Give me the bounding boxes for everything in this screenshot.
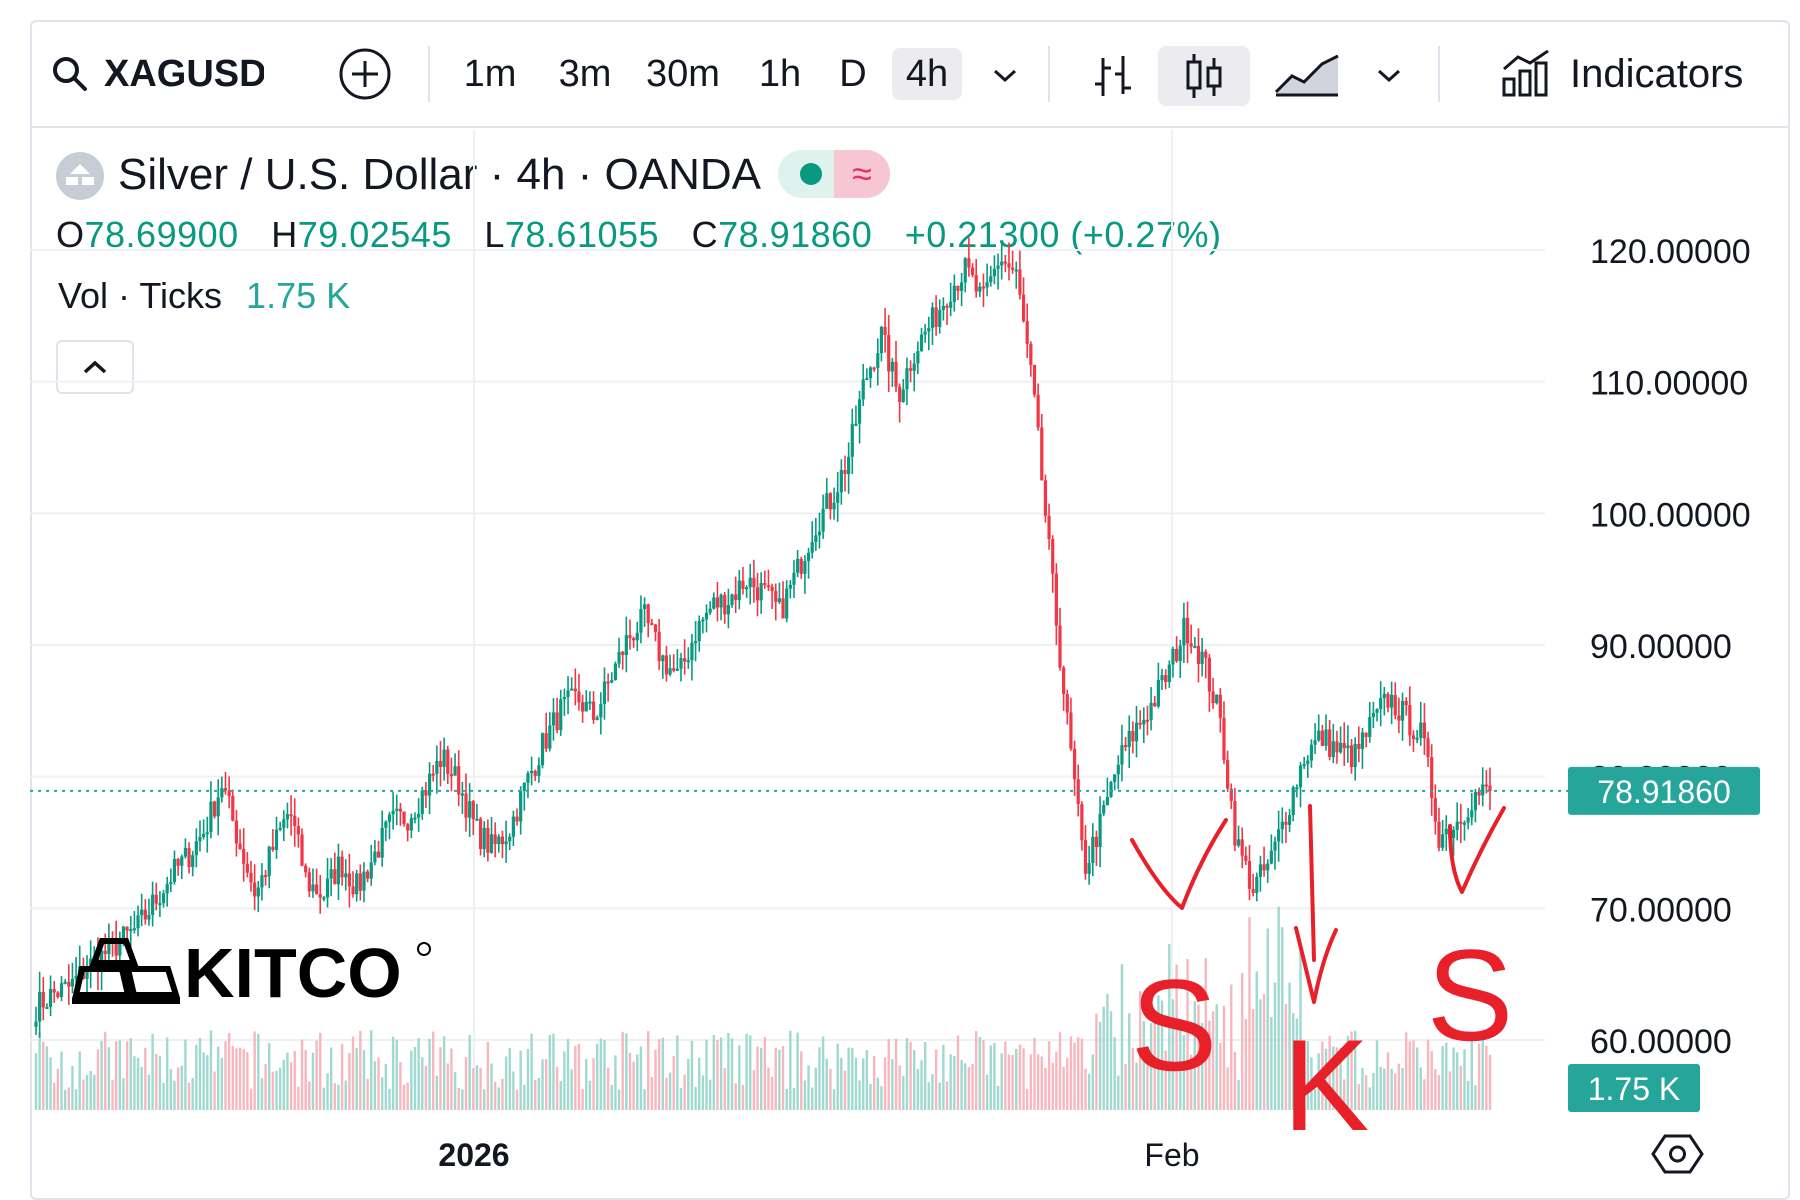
ohlc-bars-icon bbox=[1095, 56, 1131, 96]
timeframe-d[interactable]: D bbox=[839, 52, 867, 95]
timeframe-1h[interactable]: 1h bbox=[758, 52, 802, 95]
volume-label: Vol · Ticks bbox=[58, 275, 223, 316]
toolbar-divider bbox=[1048, 46, 1050, 102]
search-icon bbox=[53, 57, 87, 91]
candles-icon bbox=[1186, 54, 1222, 98]
market-status-badge[interactable]: ≈ bbox=[778, 150, 890, 198]
timeframe-dropdown[interactable] bbox=[980, 46, 1030, 106]
symbol-label: XAGUSD bbox=[104, 52, 264, 95]
top-toolbar: XAGUSD 1m 3m 30m 1h D 4h bbox=[30, 20, 1790, 128]
kitco-watermark-logo: KITCO bbox=[72, 934, 431, 1012]
indicators-label: Indicators bbox=[1570, 51, 1744, 96]
change-value: +0.21300 (+0.27%) bbox=[904, 214, 1222, 255]
volume-legend: Vol · Ticks 1.75 K bbox=[58, 275, 350, 317]
kitco-logo: KITCO bbox=[72, 934, 452, 1020]
close-value: 78.91860 bbox=[718, 214, 873, 255]
area-chart-type-button[interactable] bbox=[1270, 46, 1344, 106]
chart-frame bbox=[30, 20, 1790, 1200]
chevron-down-icon bbox=[993, 69, 1017, 83]
chart-type-dropdown[interactable] bbox=[1364, 46, 1414, 106]
toolbar-divider bbox=[1438, 46, 1440, 102]
plus-circle-icon bbox=[339, 48, 391, 100]
timeframe-30m[interactable]: 30m bbox=[646, 52, 720, 95]
kitco-wordmark: KITCO bbox=[184, 935, 402, 1012]
low-label: L bbox=[484, 214, 505, 255]
toolbar-divider bbox=[428, 46, 430, 102]
volume-value: 1.75 K bbox=[246, 275, 351, 316]
open-label: O bbox=[56, 214, 85, 255]
open-value: 78.69900 bbox=[84, 214, 239, 255]
data-problem-icon: ≈ bbox=[834, 150, 890, 198]
legend-title: Silver / U.S. Dollar · 4h · OANDA bbox=[118, 150, 762, 199]
close-label: C bbox=[691, 214, 719, 255]
chevron-up-icon bbox=[83, 360, 107, 374]
indicators-button[interactable]: Indicators bbox=[1500, 20, 1743, 128]
high-label: H bbox=[271, 214, 298, 255]
candles-chart-type-button[interactable] bbox=[1158, 46, 1250, 106]
chevron-down-icon bbox=[1377, 69, 1401, 83]
collapse-legend-button[interactable] bbox=[56, 340, 134, 394]
high-value: 79.02545 bbox=[297, 214, 452, 255]
timeframe-4h[interactable]: 4h bbox=[892, 48, 962, 100]
silver-symbol-logo-icon bbox=[56, 152, 104, 200]
symbol-search[interactable]: XAGUSD bbox=[50, 20, 264, 128]
silver-bars-icon bbox=[66, 164, 94, 185]
ohlc-values: O78.69900 H79.02545 L78.61055 C78.91860 … bbox=[56, 214, 1243, 256]
bar-chart-type-button[interactable] bbox=[1080, 46, 1146, 106]
timeframe-3m[interactable]: 3m bbox=[558, 52, 612, 95]
timeframe-1m[interactable]: 1m bbox=[463, 52, 517, 95]
compare-symbol-button[interactable] bbox=[338, 20, 392, 128]
indicators-icon bbox=[1502, 49, 1549, 97]
market-open-dot-icon bbox=[800, 163, 822, 185]
area-chart-icon bbox=[1274, 54, 1339, 97]
low-value: 78.61055 bbox=[504, 214, 660, 255]
